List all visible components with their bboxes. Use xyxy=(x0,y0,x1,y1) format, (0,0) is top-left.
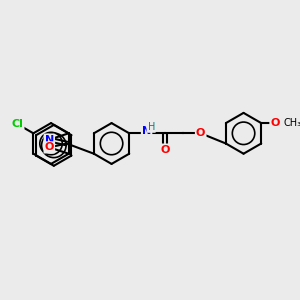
Text: O: O xyxy=(160,145,170,154)
Text: CH₃: CH₃ xyxy=(284,118,300,128)
Text: N: N xyxy=(142,125,151,136)
Text: O: O xyxy=(271,118,280,128)
Text: H: H xyxy=(148,122,155,132)
Text: O: O xyxy=(196,128,206,138)
Text: N: N xyxy=(45,135,54,145)
Text: O: O xyxy=(45,142,54,152)
Text: Cl: Cl xyxy=(11,119,23,129)
